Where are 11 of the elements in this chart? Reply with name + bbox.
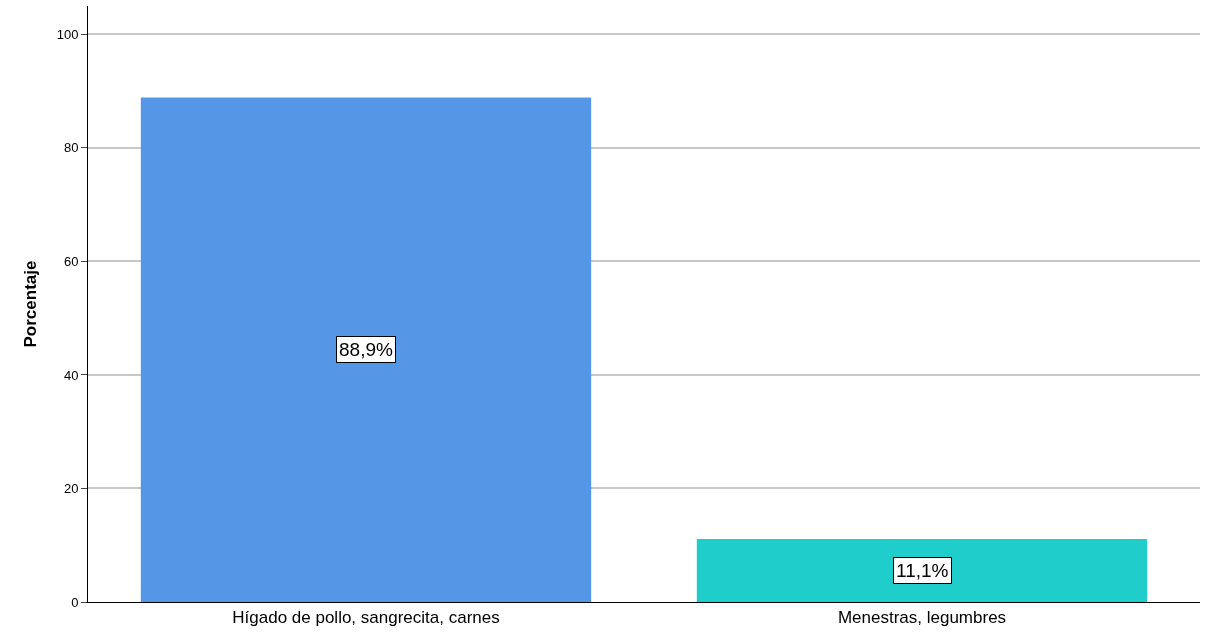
y-tick-label: 80 (63, 140, 79, 156)
data-label: 11,1% (896, 560, 949, 581)
y-axis-title: Porcentaje (21, 260, 41, 348)
y-tick-label: 20 (63, 481, 79, 497)
y-tick-label: 40 (63, 367, 79, 383)
data-label: 88,9% (339, 339, 393, 360)
y-tick-label: 100 (56, 26, 79, 42)
y-tick-label: 0 (71, 594, 79, 610)
y-tick-label: 60 (63, 253, 79, 269)
x-tick-label: Menestras, legumbres (837, 608, 1007, 628)
x-tick-label: Hígado de pollo, sangrecita, carnes (232, 608, 500, 628)
